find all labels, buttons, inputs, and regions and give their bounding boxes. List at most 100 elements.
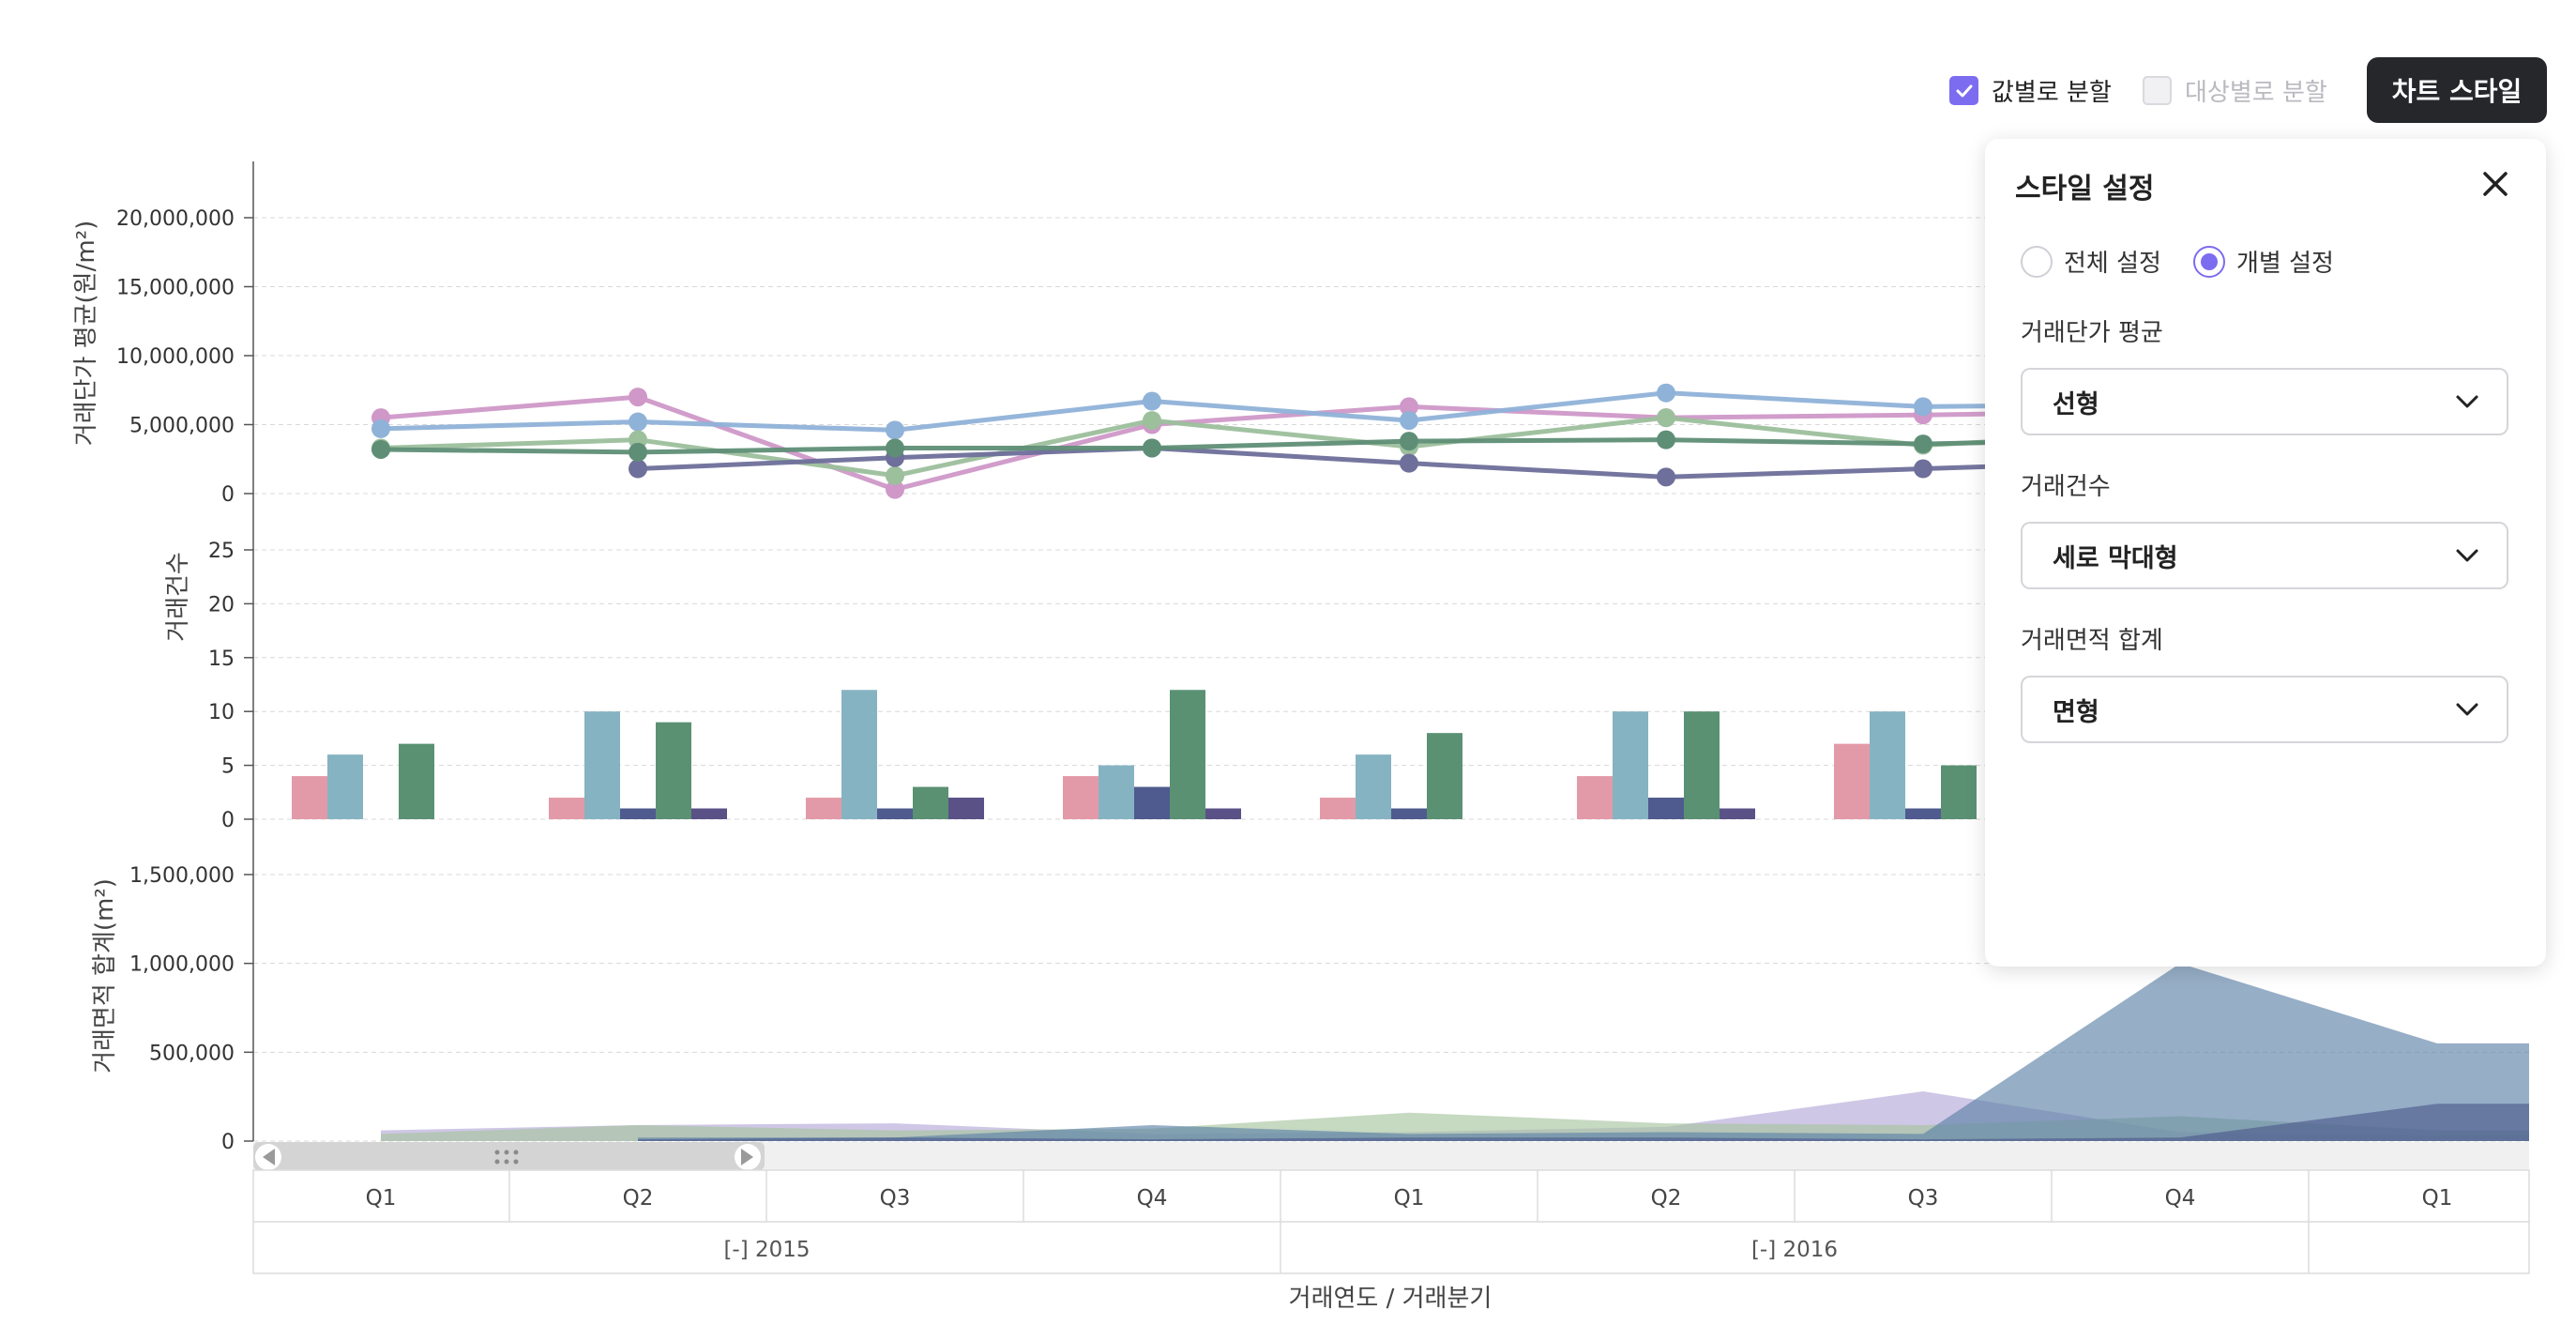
price-style-value: 선형 (2053, 389, 2099, 419)
x-axis-title: 거래연도 / 거래분기 (1289, 1285, 1493, 1313)
bar (691, 808, 727, 819)
bar (620, 808, 656, 819)
line-point (1143, 411, 1161, 431)
line-point (1400, 453, 1418, 473)
bar (1905, 808, 1941, 819)
split-by-value-checkbox[interactable]: 값별로 분할 (1949, 73, 2112, 108)
chevron-down-icon (2456, 703, 2478, 716)
line-point (1657, 408, 1675, 428)
x-group-label: [-] 2015 (723, 1238, 810, 1262)
horizontal-scrollbar[interactable] (253, 1142, 2529, 1170)
y-tick-label: 1,500,000 (129, 864, 235, 888)
chevron-down-icon (2456, 549, 2478, 562)
y-tick-label: 0 (221, 809, 235, 832)
line-series-0 (380, 394, 2181, 493)
radio-individual-setting[interactable]: 개별 설정 (2193, 244, 2334, 279)
bar (584, 711, 620, 819)
area-series-2 (638, 963, 2529, 1141)
radio-individual-label: 개별 설정 (2236, 250, 2334, 278)
line-point (886, 420, 904, 440)
checkbox-unchecked-icon[interactable] (2143, 76, 2172, 105)
y-tick-label: 0 (221, 483, 235, 507)
chevron-down-icon (2456, 395, 2478, 408)
y-tick-label: 5,000,000 (129, 415, 235, 438)
bar (877, 808, 913, 819)
chart-style-button[interactable]: 차트 스타일 (2367, 57, 2547, 123)
y-tick-label: 25 (208, 540, 235, 563)
bar (1356, 754, 1391, 819)
bar (1391, 808, 1427, 819)
split-by-target-checkbox[interactable]: 대상별로 분할 (2143, 73, 2327, 108)
y-tick-label: 20,000,000 (116, 207, 235, 231)
bar (1648, 798, 1684, 819)
line-point (1400, 432, 1418, 451)
bar (1427, 733, 1462, 819)
split-by-target-label: 대상별로 분할 (2185, 79, 2327, 107)
radio-selected-icon[interactable] (2193, 245, 2225, 278)
y-tick-label: 500,000 (149, 1042, 235, 1065)
scrollbar-thumb[interactable] (253, 1142, 765, 1170)
y-axis-title-count: 거래건수 (164, 552, 192, 642)
bar (913, 786, 948, 819)
y-tick-label: 15 (208, 647, 235, 671)
x-category-label: Q3 (880, 1186, 911, 1211)
bar (399, 743, 434, 819)
bar (1941, 765, 1977, 819)
count-style-value: 세로 막대형 (2053, 543, 2178, 573)
line-point (629, 412, 647, 432)
x-category-label: Q2 (1651, 1186, 1682, 1211)
line-point (886, 438, 904, 458)
y-tick-label: 10,000,000 (116, 345, 235, 369)
price-style-select[interactable]: 선형 (2021, 368, 2508, 435)
bar (1577, 776, 1613, 819)
line-point (1143, 438, 1161, 458)
x-category-label: Q1 (1394, 1186, 1425, 1211)
y-tick-label: 15,000,000 (116, 277, 235, 300)
x-category-label: Q4 (1137, 1186, 1168, 1211)
line-point (371, 419, 390, 438)
field-label-area: 거래면적 합계 (2021, 627, 2163, 655)
panel-title: 스타일 설정 (2015, 173, 2155, 206)
bar (1720, 808, 1755, 819)
split-by-value-label: 값별로 분할 (1992, 79, 2112, 107)
bar (1205, 808, 1241, 819)
line-series-4 (380, 435, 2181, 455)
line-series-2 (380, 415, 2181, 479)
line-point (1914, 459, 1932, 479)
bar (841, 690, 877, 819)
scroll-right-icon[interactable] (735, 1144, 761, 1170)
x-category-label: Q3 (1908, 1186, 1939, 1211)
line-point (1657, 467, 1675, 487)
bar (1320, 798, 1356, 819)
field-label-price: 거래단가 평균 (2021, 319, 2163, 347)
radio-global-label: 전체 설정 (2064, 250, 2161, 278)
scroll-left-icon[interactable] (255, 1144, 281, 1170)
bar (806, 798, 841, 819)
bar (1134, 786, 1170, 819)
y-tick-label: 0 (221, 1131, 235, 1154)
checkbox-checked-icon[interactable] (1949, 76, 1978, 105)
line-point (886, 465, 904, 485)
y-axis-title-area: 거래면적 합계(m²) (91, 878, 119, 1074)
close-icon[interactable] (2475, 163, 2516, 205)
y-tick-label: 5 (221, 755, 235, 779)
bar (1870, 711, 1905, 819)
bar (549, 798, 584, 819)
area-style-select[interactable]: 면형 (2021, 676, 2508, 743)
x-category-label: Q1 (2422, 1186, 2453, 1211)
line-point (1400, 411, 1418, 431)
count-style-select[interactable]: 세로 막대형 (2021, 522, 2508, 589)
drag-handle-icon[interactable] (494, 1150, 519, 1165)
x-category-label: Q4 (2165, 1186, 2196, 1211)
area-style-value: 면형 (2053, 697, 2099, 727)
style-settings-panel: 스타일 설정 전체 설정 개별 설정 거래단가 평균 선형 거래건수 세로 막대… (1985, 139, 2546, 967)
bar (948, 798, 984, 819)
radio-global-setting[interactable]: 전체 설정 (2021, 244, 2161, 279)
bar (1613, 711, 1648, 819)
radio-unselected-icon[interactable] (2021, 245, 2053, 278)
bar (1099, 765, 1134, 819)
x-category-label: Q1 (366, 1186, 397, 1211)
line-point (1400, 397, 1418, 417)
line-point (371, 439, 390, 459)
y-tick-label: 1,000,000 (129, 953, 235, 977)
